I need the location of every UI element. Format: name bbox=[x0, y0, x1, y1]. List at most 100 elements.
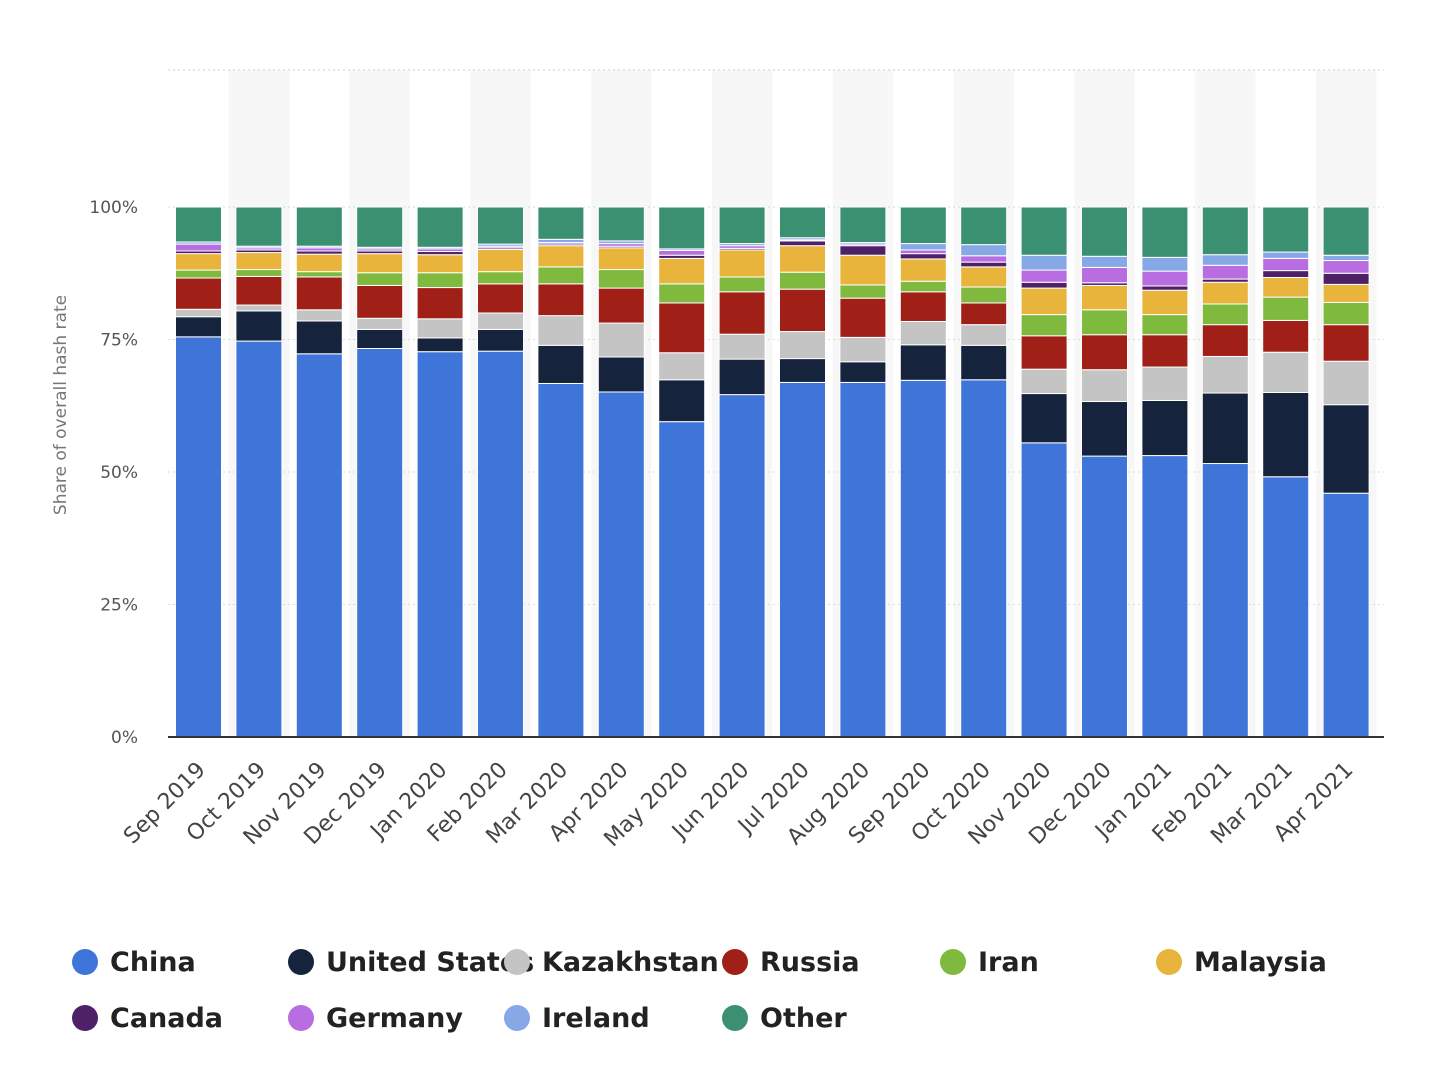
legend-label: United States bbox=[326, 946, 535, 978]
bar-segment-russia bbox=[416, 287, 464, 320]
bar-segment-other bbox=[1020, 206, 1068, 256]
bar-segment-kazakhstan bbox=[416, 318, 464, 339]
bar-segment-ireland bbox=[1322, 254, 1370, 262]
bar-segment-united-states bbox=[1322, 404, 1370, 494]
legend-item-china[interactable]: China bbox=[72, 940, 196, 984]
bar-segment-malaysia bbox=[779, 245, 826, 273]
legend-item-iran[interactable]: Iran bbox=[940, 940, 1039, 984]
bar-segment-china bbox=[175, 336, 222, 738]
bar-segment-russia bbox=[235, 275, 283, 306]
bar-segment-russia bbox=[175, 277, 222, 310]
bar-segment-kazakhstan bbox=[718, 333, 766, 360]
bar-segment-iran bbox=[537, 266, 585, 285]
bar-segment-canada bbox=[1141, 285, 1189, 291]
bar-segment-kazakhstan bbox=[658, 352, 706, 381]
bar-segment-ireland bbox=[1262, 251, 1310, 259]
legend-swatch bbox=[940, 949, 966, 975]
bar-segment-iran bbox=[477, 271, 524, 285]
bar-segment-other bbox=[175, 206, 222, 243]
bar-segment-russia bbox=[597, 287, 645, 324]
bar-segment-iran bbox=[235, 269, 283, 277]
bar-segment-russia bbox=[1201, 324, 1249, 357]
bar-segment-united-states bbox=[175, 316, 222, 338]
legend-item-russia[interactable]: Russia bbox=[722, 940, 860, 984]
bar-segment-malaysia bbox=[477, 248, 524, 273]
legend-item-malaysia[interactable]: Malaysia bbox=[1156, 940, 1327, 984]
bar-segment-ireland bbox=[960, 244, 1008, 257]
bar-segment-united-states bbox=[416, 337, 464, 353]
y-axis-title: Share of overall hash rate bbox=[51, 295, 71, 515]
bars bbox=[175, 206, 1370, 738]
bar-segment-china bbox=[1201, 463, 1249, 738]
bar-segment-germany bbox=[1201, 264, 1249, 280]
bar-segment-iran bbox=[839, 284, 887, 299]
bar-segment-russia bbox=[899, 291, 947, 322]
bar-segment-united-states bbox=[1020, 393, 1068, 444]
legend-item-united-states[interactable]: United States bbox=[288, 940, 534, 984]
bar-segment-iran bbox=[1020, 314, 1068, 337]
bar-segment-russia bbox=[1141, 334, 1189, 368]
bar-segment-china bbox=[537, 382, 585, 738]
bar-segment-germany bbox=[1141, 270, 1189, 287]
bar-segment-iran bbox=[779, 271, 826, 290]
y-tick-label: 50% bbox=[100, 463, 138, 483]
y-tick-label: 100% bbox=[89, 198, 138, 218]
bar-segment-ireland bbox=[899, 243, 947, 251]
bar-segment-other bbox=[899, 206, 947, 245]
bar-segment-russia bbox=[839, 297, 887, 338]
bar-segment-malaysia bbox=[718, 249, 766, 278]
bar-segment-kazakhstan bbox=[1020, 368, 1068, 395]
bar-segment-russia bbox=[295, 276, 343, 311]
legend-item-germany[interactable]: Germany bbox=[288, 996, 463, 1040]
y-tick-label: 0% bbox=[111, 728, 138, 748]
y-tick-label: 75% bbox=[100, 331, 138, 351]
bar-segment-russia bbox=[1262, 319, 1310, 353]
bar-segment-iran bbox=[416, 272, 464, 289]
legend-item-canada[interactable]: Canada bbox=[72, 996, 223, 1040]
legend-label: Canada bbox=[110, 1002, 224, 1034]
bar-segment-other bbox=[1201, 206, 1249, 256]
bar-segment-malaysia bbox=[597, 247, 645, 271]
bar-segment-united-states bbox=[235, 310, 283, 342]
bar-segment-malaysia bbox=[899, 258, 947, 282]
bar-segment-other bbox=[658, 206, 706, 250]
bar-segment-ireland bbox=[1141, 256, 1189, 272]
bar-segment-kazakhstan bbox=[1262, 351, 1310, 393]
bar-segment-malaysia bbox=[1201, 281, 1249, 305]
bar-segment-germany bbox=[1322, 260, 1370, 274]
bar-segment-iran bbox=[175, 269, 222, 279]
bar-segment-germany bbox=[960, 255, 1008, 263]
bar-segment-iran bbox=[295, 271, 343, 278]
bar-segment-malaysia bbox=[537, 245, 585, 268]
legend-item-kazakhstan[interactable]: Kazakhstan bbox=[504, 940, 719, 984]
bar-segment-iran bbox=[960, 286, 1008, 304]
legend-swatch bbox=[1156, 949, 1182, 975]
bar-segment-germany bbox=[1081, 266, 1128, 284]
bar-segment-iran bbox=[718, 276, 766, 293]
legend-item-other[interactable]: Other bbox=[722, 996, 847, 1040]
bar-segment-malaysia bbox=[1081, 284, 1128, 311]
bar-segment-united-states bbox=[658, 379, 706, 423]
bar-segment-russia bbox=[1081, 334, 1128, 371]
bar-segment-canada bbox=[1262, 270, 1310, 278]
bar-segment-russia bbox=[537, 283, 585, 317]
legend-swatch bbox=[504, 1005, 530, 1031]
bar-segment-kazakhstan bbox=[960, 324, 1008, 346]
legend-label: Malaysia bbox=[1194, 946, 1327, 978]
bar-segment-malaysia bbox=[658, 257, 706, 285]
bar-segment-china bbox=[416, 351, 464, 738]
bar-segment-china bbox=[899, 379, 947, 738]
legend-swatch bbox=[722, 949, 748, 975]
legend-item-ireland[interactable]: Ireland bbox=[504, 996, 650, 1040]
bar-segment-malaysia bbox=[960, 266, 1008, 288]
legend-label: Russia bbox=[760, 946, 860, 978]
bar-segment-ireland bbox=[1020, 254, 1068, 271]
bar-segment-germany bbox=[1262, 257, 1310, 272]
bar-segment-united-states bbox=[960, 344, 1008, 381]
bar-segment-united-states bbox=[1262, 392, 1310, 478]
legend-label: Germany bbox=[326, 1002, 463, 1034]
bar-segment-malaysia bbox=[175, 253, 222, 271]
bar-segment-iran bbox=[1081, 309, 1128, 336]
bar-segment-kazakhstan bbox=[779, 331, 826, 360]
